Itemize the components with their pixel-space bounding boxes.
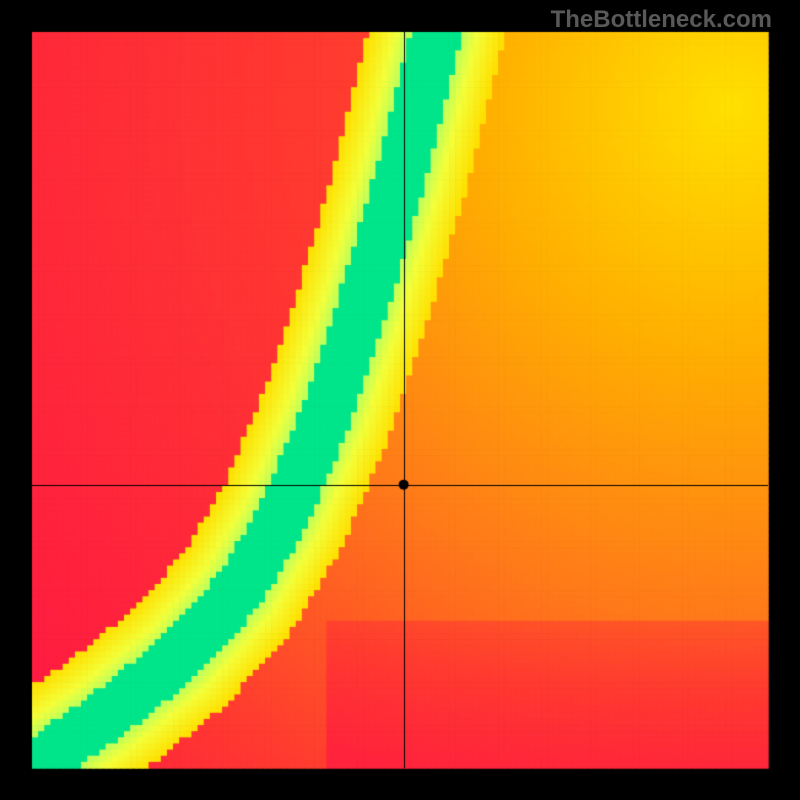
watermark-text: TheBottleneck.com: [551, 6, 772, 34]
bottleneck-heatmap: [0, 0, 800, 800]
